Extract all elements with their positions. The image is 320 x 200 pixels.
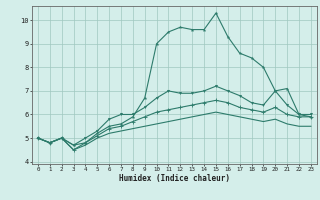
X-axis label: Humidex (Indice chaleur): Humidex (Indice chaleur): [119, 174, 230, 183]
